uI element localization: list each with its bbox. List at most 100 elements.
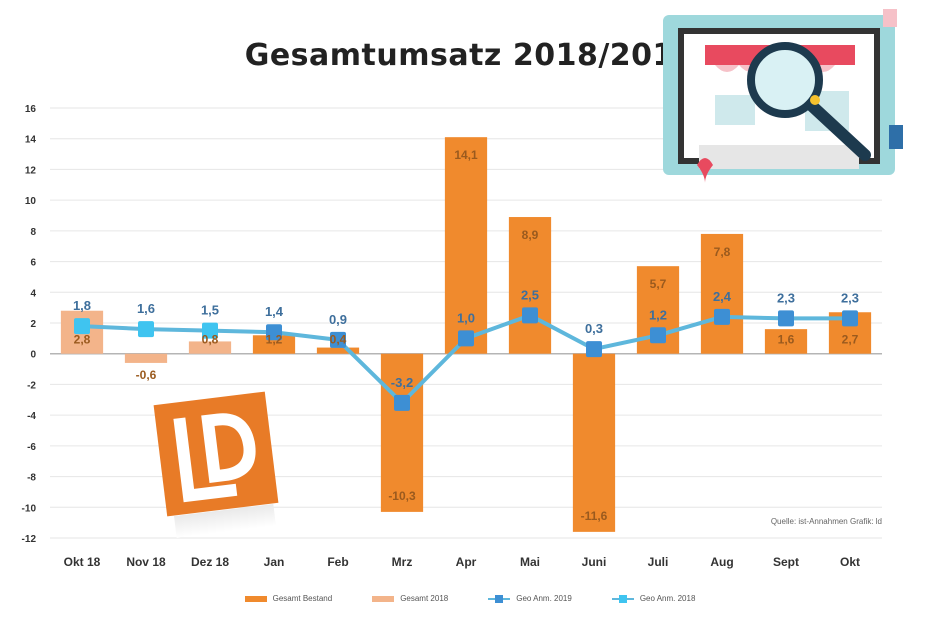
bar-data-label: 8,9	[522, 228, 539, 242]
ld-logo-icon	[153, 391, 279, 517]
bar	[380, 353, 424, 512]
line-data-label: 1,8	[73, 298, 91, 313]
line-data-label: 2,3	[841, 290, 859, 305]
bar	[444, 137, 488, 354]
x-category-label: Apr	[456, 555, 477, 569]
gridlines	[50, 107, 882, 539]
y-tick-label: -2	[27, 380, 36, 391]
y-tick-label: 0	[30, 350, 36, 361]
legend-label: Geo Anm. 2019	[516, 594, 572, 603]
x-category-label: Juni	[582, 555, 607, 569]
legend-swatch-line	[488, 594, 511, 603]
legend-label: Geo Anm. 2018	[639, 594, 696, 603]
x-category-label: Feb	[327, 555, 348, 569]
x-category-label: Juli	[648, 555, 669, 569]
line-marker	[778, 310, 794, 327]
x-category-label: Jan	[264, 555, 285, 569]
line-data-label: 1,4	[265, 304, 284, 319]
line-data-label: 0,9	[329, 312, 347, 327]
bar-data-label: 7,8	[714, 245, 731, 259]
line-data-label: 2,5	[521, 287, 539, 302]
bar-data-label: 0,8	[202, 333, 219, 347]
x-category-label: Sept	[773, 555, 799, 569]
line-data-label: 2,4	[713, 289, 732, 304]
y-tick-label: -8	[27, 473, 36, 484]
line-data-label: 2,3	[777, 290, 795, 305]
y-tick-label: 2	[30, 319, 36, 330]
x-category-label: Mrz	[392, 555, 413, 569]
y-tick-label: 12	[25, 165, 37, 176]
y-tick-label: -10	[22, 503, 37, 514]
y-tick-label: -4	[27, 411, 36, 422]
legend-swatch-bar-light	[372, 595, 395, 602]
data-labels: 2,8 -0,6 0,8 1,2 0,4 -10,3 14,1 8,9 -11,6 5,7 7,8 1…	[73, 148, 859, 523]
y-tick-label: 4	[30, 288, 36, 299]
y-tick-label: 6	[30, 258, 36, 269]
chart-title: Gesamtumsatz 2018/2019	[244, 38, 696, 73]
legend-item-gesamt-bestand: Gesamt Bestand	[244, 594, 333, 603]
line-marker	[458, 330, 474, 347]
y-tick-label: -12	[22, 534, 37, 545]
legend-label: Gesamt Bestand	[272, 594, 333, 603]
bar	[188, 341, 232, 354]
line-marker	[266, 324, 282, 341]
bar-data-label: 0,4	[330, 333, 347, 347]
bar	[316, 347, 360, 354]
bar-data-label: 5,7	[650, 277, 667, 291]
line-data-label: -3,2	[391, 375, 413, 390]
bar	[508, 217, 552, 354]
legend: Gesamt Bestand Gesamt 2018 Geo Anm. 2019…	[0, 594, 940, 603]
x-category-label: Okt	[840, 555, 860, 569]
line-data-label: 1,5	[201, 303, 219, 318]
bar	[764, 329, 808, 354]
bar	[572, 353, 616, 532]
line-markers	[74, 307, 858, 411]
bar	[252, 335, 296, 354]
line-marker	[138, 321, 154, 338]
line-marker	[522, 307, 538, 324]
line-marker	[394, 394, 410, 411]
bar-data-label: 14,1	[454, 148, 478, 162]
line-data-label: 1,6	[137, 301, 155, 316]
line-marker	[330, 331, 346, 348]
bar	[124, 353, 168, 363]
bar-data-label: 1,6	[778, 333, 795, 347]
bar-data-label: 2,8	[74, 333, 91, 347]
bar	[700, 233, 744, 354]
bar-data-label: -10,3	[388, 489, 416, 503]
legend-swatch-line-2018	[611, 594, 634, 603]
y-axis-ticks: 16 14 12 10 8 6 4 2 0 -2 -4 -6 -8 -10 -12	[22, 104, 37, 545]
bar-data-label: 2,7	[842, 333, 859, 347]
line-data-label: 0,3	[585, 321, 603, 336]
line-marker	[586, 341, 602, 358]
bar-data-label: 1,2	[266, 333, 283, 347]
legend-item-geo-anm-2018: Geo Anm. 2018	[611, 594, 696, 603]
line-marker	[74, 318, 90, 335]
legend-item-geo-anm-2019: Geo Anm. 2019	[488, 594, 572, 603]
line-marker	[714, 308, 730, 325]
x-category-label: Okt 18	[64, 555, 101, 569]
y-tick-label: 16	[25, 104, 37, 115]
source-note: Quelle: ist-Annahmen Grafik: ld	[770, 517, 882, 526]
bar-data-label: -11,6	[581, 509, 608, 523]
line-marker	[842, 310, 858, 327]
legend-label: Gesamt 2018	[400, 594, 449, 603]
line-marker	[650, 327, 666, 344]
y-tick-label: 14	[25, 135, 37, 146]
x-category-label: Mai	[520, 555, 540, 569]
line-data-label: 1,0	[457, 310, 475, 325]
y-tick-label: 10	[25, 196, 37, 207]
x-category-label: Dez 18	[191, 555, 229, 569]
magnifier-shop-icon	[655, 5, 915, 190]
x-category-label: Nov 18	[126, 555, 166, 569]
legend-swatch-bar-dark	[244, 595, 267, 602]
legend-item-gesamt-2018: Gesamt 2018	[372, 594, 448, 603]
y-tick-label: 8	[30, 227, 36, 238]
x-axis-categories: Okt 18 Nov 18 Dez 18 Jan Feb Mrz Apr Mai Juni Jul…	[64, 555, 860, 569]
line-marker	[202, 322, 218, 339]
y-tick-label: -6	[27, 442, 36, 453]
line-data-label: 1,2	[649, 307, 667, 322]
x-category-label: Aug	[710, 555, 733, 569]
bar-data-label: -0,6	[136, 368, 157, 382]
